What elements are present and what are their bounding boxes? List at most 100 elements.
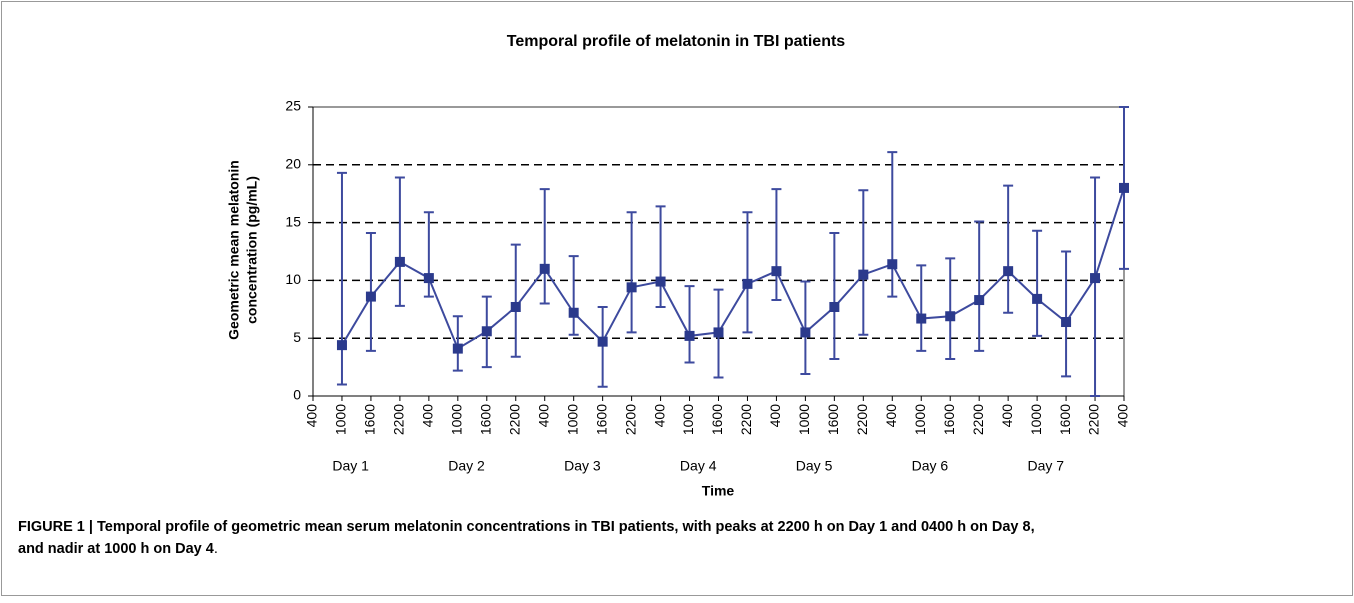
point [568,307,579,318]
error-bar [858,189,869,336]
error-bar [974,220,985,352]
x-tick-label: 1600 [709,404,725,435]
x-tick-label: 400 [420,404,436,428]
error-bar [394,176,405,307]
caption: FIGURE 1 | Temporal profile of geometric… [18,519,1035,535]
day-label: Day 1 [332,458,369,474]
x-tick-label: 1000 [333,404,349,435]
point [771,266,782,277]
point [365,291,376,302]
point [829,301,840,312]
y-tick-label: 15 [285,213,301,229]
y-axis-label: concentration (pg/mL) [244,176,260,324]
x-axis-label: Time [702,483,735,499]
error-bar [1090,176,1101,397]
day-label: Day 4 [680,458,717,474]
x-tick-label: 400 [651,404,667,428]
caption: . [214,541,218,557]
error-bar [452,315,463,372]
x-tick-label: 2200 [970,404,986,435]
point [452,343,463,354]
line [341,187,1125,351]
x-tick-label: 2200 [391,404,407,435]
day-label: Day 5 [796,458,833,474]
point [655,276,666,287]
error-bar [771,188,782,302]
x-tick-label: 1600 [941,404,957,435]
point [945,311,956,322]
chart-title: Temporal profile of melatonin in TBI pat… [507,33,845,50]
x-tick-label: 1600 [825,404,841,435]
day-label: Day 7 [1028,458,1065,474]
point [1119,182,1129,193]
y-axis-label: Geometric mean melatonin [226,160,242,340]
point [713,327,724,338]
caption: and nadir at 1000 h on Day 4. [18,541,218,557]
x-tick-label: 400 [1115,404,1131,428]
error-bar [423,211,434,298]
point [858,269,869,280]
point [916,313,927,324]
x-tick-label: 400 [535,404,551,428]
x-tick-label: 1000 [796,404,812,435]
x-tick-label: 2200 [1086,404,1102,435]
x-tick-label: 400 [883,404,899,428]
error-bar [336,171,347,386]
error-bar [539,188,550,305]
point [510,301,521,312]
error-bar [945,257,956,361]
error-bar [684,285,695,364]
error-bar [1061,250,1072,378]
point [423,273,434,284]
day-label: Day 3 [564,458,601,474]
caption: and nadir at 1000 h on Day 4 [18,541,214,557]
point [539,263,550,274]
error-bar [742,211,753,334]
point [626,282,637,293]
error-bar [1032,229,1043,337]
error-bar [510,243,521,358]
x-tick-label: 2200 [854,404,870,435]
error-bar [568,255,579,336]
x-tick-label: 1000 [449,404,465,435]
error-bar [916,264,927,352]
x-tick-label: 400 [999,404,1015,428]
point [1032,293,1043,304]
x-tick-label: 1600 [362,404,378,435]
point [800,327,811,338]
error-bar [597,305,608,388]
y-tick-label: 20 [285,156,301,172]
point [336,340,347,351]
error-bar [655,205,666,308]
point [1003,266,1014,277]
error-bar [626,211,637,334]
x-tick-label: 2200 [738,404,754,435]
error-bar [1003,184,1014,314]
point [887,259,898,270]
x-tick-label: 1600 [593,404,609,435]
x-tick-label: 1000 [680,404,696,435]
x-tick-label: 1000 [912,404,928,435]
y-tick-label: 25 [285,98,301,114]
x-tick-label: 400 [304,404,320,428]
x-tick-label: 1600 [1057,404,1073,435]
day-label: Day 6 [912,458,949,474]
x-tick-label: 2200 [506,404,522,435]
point [684,330,695,341]
x-tick-label: 1000 [564,404,580,435]
x-tick-label: 2200 [622,404,638,435]
error-bar [887,151,898,298]
point [394,256,405,267]
y-tick-label: 0 [293,387,301,403]
point [597,336,608,347]
y-tick-label: 10 [285,271,301,287]
point [742,278,753,289]
day-label: Day 2 [448,458,485,474]
error-bar [829,232,840,361]
y-tick-label: 5 [293,329,301,345]
x-tick-label: 1000 [1028,404,1044,435]
point [481,326,492,337]
x-tick-label: 400 [767,404,783,428]
